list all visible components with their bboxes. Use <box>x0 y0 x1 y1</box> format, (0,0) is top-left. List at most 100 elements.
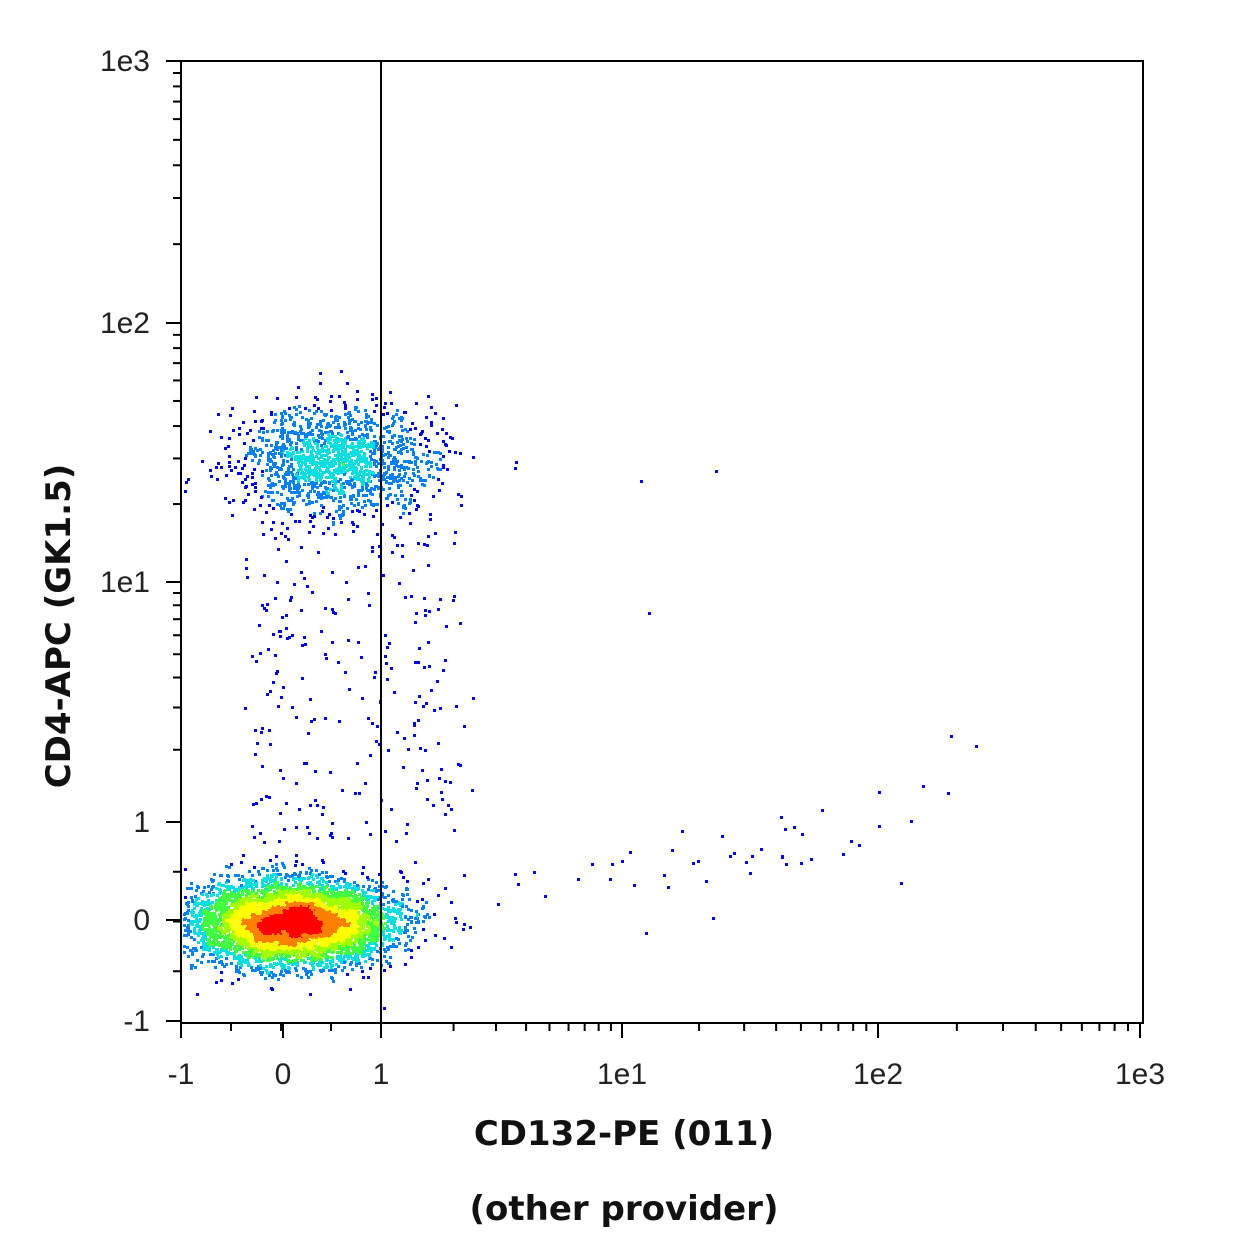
event-dot <box>332 980 335 983</box>
event-dot <box>368 935 371 938</box>
event-dot <box>238 959 241 962</box>
event-dot <box>325 871 328 874</box>
event-dot <box>410 956 413 959</box>
event-dot <box>250 966 253 969</box>
event-dot <box>422 882 425 885</box>
event-dot <box>216 904 219 907</box>
event-dot <box>218 892 221 895</box>
event-dot <box>293 947 296 950</box>
event-dot <box>230 863 233 866</box>
event-dot <box>235 970 238 973</box>
event-dot <box>195 914 198 917</box>
event-dot <box>325 881 328 884</box>
event-dot <box>295 969 298 972</box>
event-dot <box>352 895 355 898</box>
event-dot <box>187 930 190 933</box>
event-dot <box>191 953 194 956</box>
event-dot <box>203 920 206 923</box>
event-dot <box>337 947 340 950</box>
event-dot <box>254 969 257 972</box>
event-dot <box>346 973 349 976</box>
event-dot <box>275 885 278 888</box>
event-dot <box>268 959 271 962</box>
event-dot <box>404 916 407 919</box>
event-dot <box>261 879 264 882</box>
event-dot <box>282 974 285 977</box>
event-dot <box>365 944 368 947</box>
event-dot <box>257 965 260 968</box>
event-dot <box>247 880 250 883</box>
event-dot <box>344 936 347 939</box>
event-dot <box>382 903 385 906</box>
event-dot <box>310 875 313 878</box>
event-dot <box>215 951 218 954</box>
event-dot <box>249 947 252 950</box>
event-dot <box>289 914 292 917</box>
event-dot <box>309 872 312 875</box>
event-dot <box>349 988 352 991</box>
event-dot <box>349 952 352 955</box>
event-dot <box>375 898 378 901</box>
event-dot <box>198 932 201 935</box>
event-dot <box>227 885 230 888</box>
event-dot <box>222 907 225 910</box>
event-dot <box>221 918 224 921</box>
event-dot <box>193 927 196 930</box>
event-dot <box>362 949 365 952</box>
event-dot <box>384 908 387 911</box>
event-dot <box>320 888 323 891</box>
event-dot <box>342 870 345 873</box>
event-dot <box>251 947 254 950</box>
event-dot <box>393 909 396 912</box>
event-dot <box>377 889 380 892</box>
event-dot <box>252 883 255 886</box>
event-dot <box>218 913 221 916</box>
event-dot <box>246 892 249 895</box>
event-dot <box>362 923 365 926</box>
event-dot <box>394 903 397 906</box>
event-dot <box>377 911 380 914</box>
event-dot <box>384 950 387 953</box>
event-dot <box>285 883 288 886</box>
event-dot <box>354 938 357 941</box>
event-dot <box>463 923 466 926</box>
event-dot <box>225 885 228 888</box>
event-dot <box>241 886 244 889</box>
event-dot <box>232 913 235 916</box>
event-dot <box>201 923 204 926</box>
event-dot <box>362 891 365 894</box>
event-dot <box>433 913 436 916</box>
event-dot <box>372 896 375 899</box>
event-dot <box>272 966 275 969</box>
event-dot <box>369 957 372 960</box>
event-dot <box>211 960 214 963</box>
event-dot <box>361 944 364 947</box>
event-dot <box>336 943 339 946</box>
event-dot <box>315 869 318 872</box>
event-dot <box>233 952 236 955</box>
event-dot <box>332 950 335 953</box>
event-dot <box>306 887 309 890</box>
event-dot <box>362 885 365 888</box>
event-dot <box>265 969 268 972</box>
event-dot <box>264 977 267 980</box>
event-dot <box>300 955 303 958</box>
event-dot <box>373 940 376 943</box>
event-dot <box>202 953 205 956</box>
event-dot <box>214 904 217 907</box>
event-dot <box>349 955 352 958</box>
event-dot <box>215 957 218 960</box>
event-dot <box>295 888 298 891</box>
event-dot <box>284 906 287 909</box>
event-dot <box>398 942 401 945</box>
event-dot <box>376 905 379 908</box>
event-dot <box>191 951 194 954</box>
event-dot <box>395 937 398 940</box>
event-dot <box>295 877 298 880</box>
event-dot <box>368 942 371 945</box>
event-dot <box>251 969 254 972</box>
event-dot <box>193 907 196 910</box>
event-dot <box>324 956 327 959</box>
event-dot <box>225 957 228 960</box>
event-dot <box>310 869 313 872</box>
